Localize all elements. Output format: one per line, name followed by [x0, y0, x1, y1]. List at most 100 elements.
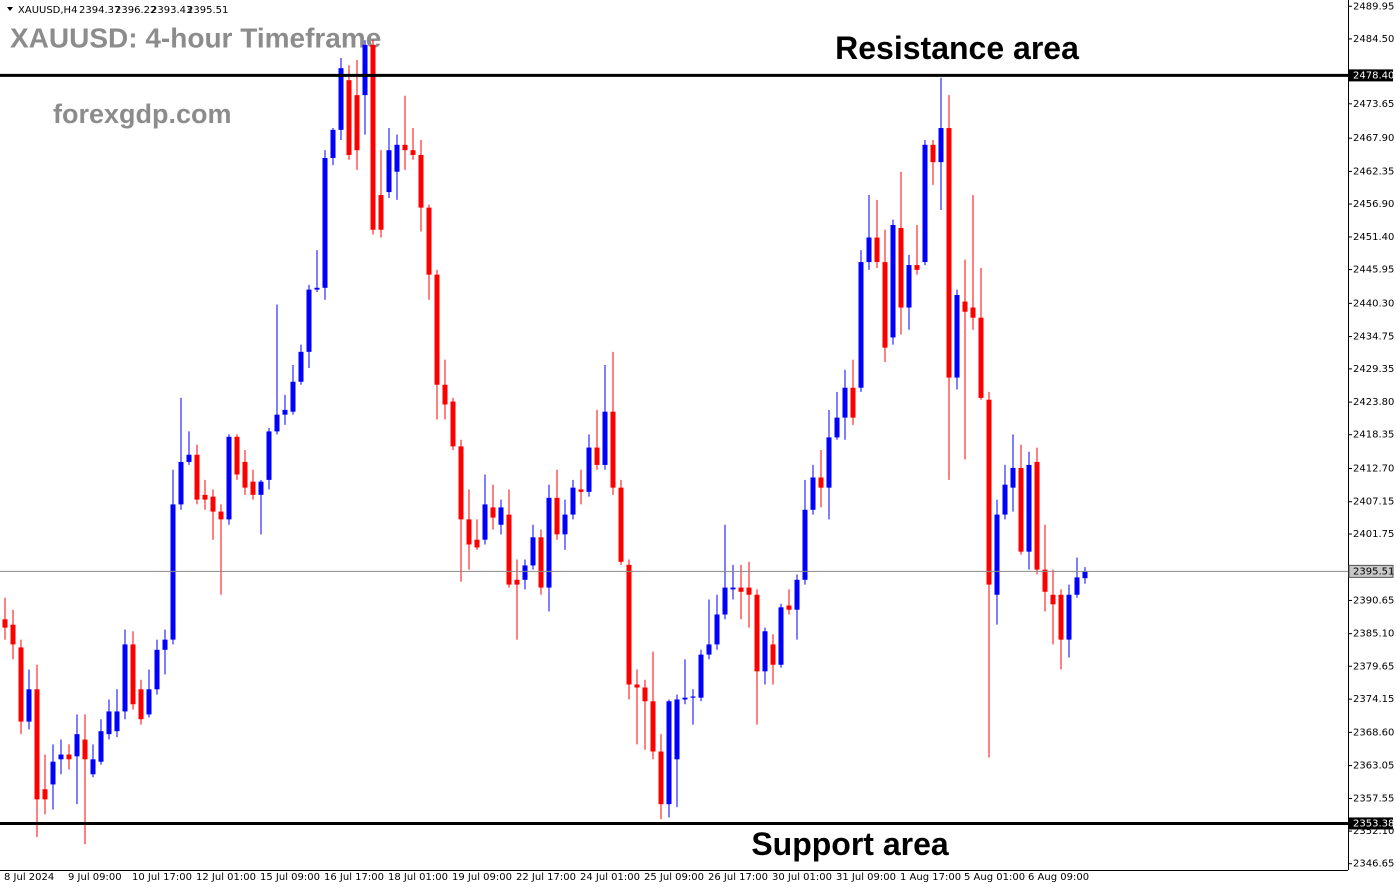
- candle-body: [626, 564, 632, 685]
- candle-body: [570, 487, 576, 515]
- y-tick-label: 2385.10: [1353, 629, 1394, 640]
- candle-body: [266, 431, 272, 480]
- candle-body: [682, 697, 688, 700]
- x-tick-label: 31 Jul 09:00: [836, 872, 896, 883]
- candle-body: [602, 411, 608, 465]
- candle-body: [578, 489, 584, 492]
- candle-body: [610, 411, 616, 488]
- x-tick-label: 15 Jul 09:00: [260, 872, 320, 883]
- candle-body: [506, 514, 512, 585]
- candle-body: [922, 144, 928, 263]
- y-tick-label: 2407.15: [1353, 497, 1394, 508]
- candle-body: [554, 497, 560, 535]
- candle-body: [490, 507, 496, 518]
- candle-body: [986, 399, 992, 585]
- candle-body: [66, 754, 72, 760]
- candle-body: [242, 461, 248, 488]
- candle-body: [442, 384, 448, 405]
- candle-body: [722, 587, 728, 615]
- y-tick-label: 2368.60: [1353, 727, 1394, 738]
- candle-body: [730, 587, 736, 590]
- candle-body: [226, 436, 232, 520]
- candle-body: [906, 265, 912, 308]
- x-tick-label: 6 Aug 09:00: [1028, 872, 1089, 883]
- candle-body: [786, 605, 792, 610]
- candle-body: [970, 307, 976, 318]
- candle-body: [1058, 594, 1064, 640]
- candle-body: [818, 477, 824, 488]
- x-tick-label: 16 Jul 17:00: [324, 872, 384, 883]
- candle-body: [1082, 571, 1088, 579]
- candle-body: [666, 701, 672, 805]
- candle-body: [914, 265, 920, 270]
- level-price-label: 2353.38: [1353, 818, 1394, 829]
- y-tick-label: 2484.50: [1353, 34, 1394, 45]
- candle-body: [762, 631, 768, 672]
- y-tick-label: 2346.65: [1353, 859, 1394, 870]
- candle-body: [802, 509, 808, 580]
- y-tick-label: 2418.35: [1353, 430, 1394, 441]
- candle-body: [82, 739, 88, 760]
- level-name: Support area: [751, 826, 949, 862]
- x-tick-label: 26 Jul 17:00: [708, 872, 768, 883]
- candle-body: [850, 387, 856, 418]
- y-tick-label: 2429.35: [1353, 364, 1394, 375]
- candle-body: [170, 504, 176, 640]
- candle-body: [498, 507, 504, 525]
- candle-body: [514, 579, 520, 585]
- y-tick-label: 2473.65: [1353, 99, 1394, 110]
- y-tick-label: 2445.95: [1353, 265, 1394, 276]
- candle-body: [458, 446, 464, 520]
- candle-body: [250, 481, 256, 495]
- y-tick-label: 2352.10: [1353, 826, 1394, 837]
- header-close: 2395.51: [187, 5, 228, 16]
- candle-body: [994, 514, 1000, 595]
- y-tick-label: 2390.65: [1353, 595, 1394, 606]
- candle-body: [866, 237, 872, 263]
- candle-body: [594, 447, 600, 465]
- x-tick-label: 25 Jul 09:00: [644, 872, 704, 883]
- candle-body: [650, 701, 656, 752]
- y-tick-label: 2374.15: [1353, 694, 1394, 705]
- candle-body: [738, 587, 744, 592]
- candle-body: [946, 128, 952, 378]
- candle-body: [698, 654, 704, 698]
- y-tick-label: 2379.65: [1353, 661, 1394, 672]
- candle-body: [114, 711, 120, 732]
- candle-body: [754, 594, 760, 672]
- candle-body: [618, 487, 624, 562]
- candle-body: [538, 537, 544, 588]
- x-tick-label: 10 Jul 17:00: [132, 872, 192, 883]
- candle-body: [522, 565, 528, 580]
- y-tick-label: 2357.55: [1353, 793, 1394, 804]
- candle-body: [202, 494, 208, 500]
- candle-body: [194, 454, 200, 500]
- candle-body: [154, 649, 160, 690]
- candle-body: [1002, 484, 1008, 515]
- candle-body: [746, 587, 752, 595]
- x-tick-label: 30 Jul 01:00: [772, 872, 832, 883]
- candle-body: [1010, 467, 1016, 488]
- header-low: 2393.43: [151, 5, 192, 16]
- candle-body: [450, 401, 456, 447]
- candle-body: [1026, 464, 1032, 552]
- candle-body: [834, 417, 840, 438]
- current-price-label: 2395.51: [1353, 566, 1394, 577]
- level-price-label: 2478.40: [1353, 70, 1394, 81]
- candle-body: [882, 262, 888, 348]
- candle-body: [930, 144, 936, 163]
- x-tick-label: 22 Jul 17:00: [516, 872, 576, 883]
- candle-body: [410, 150, 416, 155]
- candle-body: [186, 454, 192, 462]
- candle-body: [890, 224, 896, 338]
- candle-body: [274, 414, 280, 432]
- watermark: forexgdp.com: [53, 99, 232, 129]
- candle-body: [58, 754, 64, 760]
- y-tick-label: 2423.80: [1353, 397, 1394, 408]
- candle-body: [858, 262, 864, 388]
- candle-body: [378, 195, 384, 230]
- candle-body: [962, 301, 968, 312]
- x-tick-label: 8 Jul 2024: [4, 872, 54, 883]
